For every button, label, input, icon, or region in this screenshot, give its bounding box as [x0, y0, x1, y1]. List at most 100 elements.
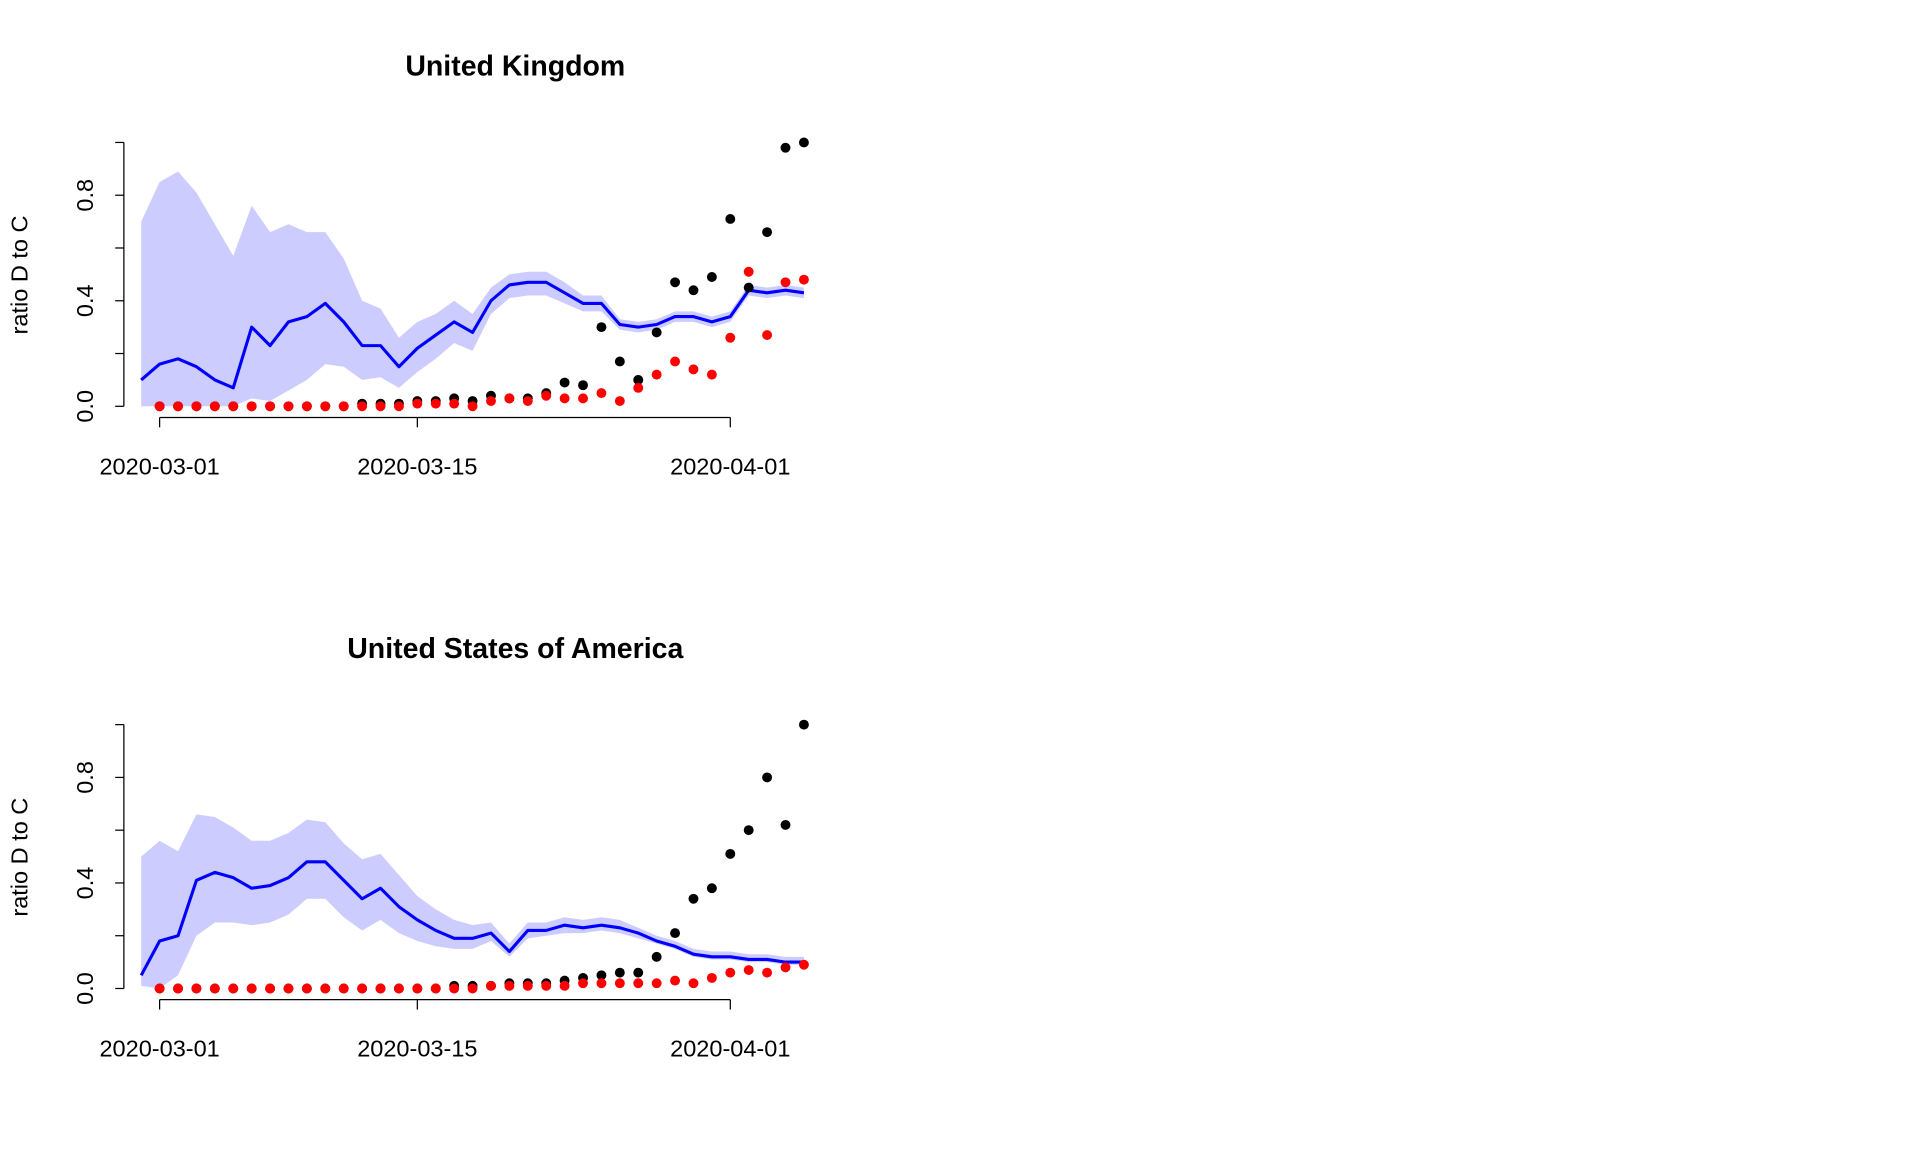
- data-point: [762, 227, 773, 238]
- data-point: [486, 396, 496, 406]
- x-tick-label: 2020-04-01: [670, 1036, 790, 1062]
- data-point: [633, 382, 644, 393]
- data-point: [301, 401, 312, 412]
- data-point: [633, 978, 644, 989]
- data-point: [633, 374, 644, 385]
- data-point: [762, 772, 773, 783]
- data-point: [651, 951, 662, 962]
- data-point: [301, 983, 312, 994]
- data-point: [154, 401, 165, 412]
- data-point: [780, 962, 791, 973]
- data-point: [430, 983, 441, 994]
- data-point: [670, 277, 681, 288]
- chart-title: United States of America: [347, 633, 684, 665]
- data-point: [706, 272, 717, 282]
- data-point: [670, 928, 681, 939]
- data-point: [320, 983, 331, 994]
- data-point: [725, 848, 736, 859]
- data-point: [504, 393, 515, 404]
- data-point: [780, 277, 791, 288]
- data-point: [173, 983, 183, 994]
- ratio-line: [140, 280, 805, 390]
- confidence-band: [141, 814, 804, 989]
- data-point: [798, 274, 809, 285]
- data-point: [670, 356, 681, 367]
- data-point: [706, 883, 717, 894]
- data-point: [338, 401, 349, 412]
- data-point: [449, 398, 460, 409]
- confidence-band: [141, 171, 804, 407]
- panel: United States of America ratio D to C 0.0 0…: [6, 633, 809, 1062]
- data-point: [725, 967, 736, 978]
- y-tick-label: 0.0: [72, 972, 98, 1005]
- data-point: [614, 356, 625, 367]
- data-point: [191, 401, 202, 412]
- data-point: [780, 142, 791, 153]
- data-point: [706, 972, 717, 983]
- data-point: [596, 322, 607, 333]
- data-point: [209, 401, 220, 412]
- data-point: [578, 978, 588, 989]
- x-tick-label: 2020-03-15: [357, 453, 477, 479]
- data-point: [504, 980, 515, 991]
- data-point: [688, 364, 699, 375]
- x-tick-label: 2020-03-15: [357, 1036, 477, 1062]
- y-tick-label: 0.4: [72, 284, 98, 317]
- y-tick-label: 0.8: [72, 179, 98, 212]
- data-point: [412, 398, 423, 409]
- data-point: [688, 893, 699, 904]
- panel: United Kingdom ratio D to C 0.0 0.4 0.8 2020-…: [6, 51, 809, 479]
- data-point: [596, 978, 607, 989]
- data-point: [559, 377, 570, 388]
- data-point: [651, 369, 662, 380]
- data-point: [265, 983, 276, 994]
- y-tick-label: 0.0: [72, 390, 98, 423]
- data-point: [375, 983, 386, 994]
- data-point: [743, 825, 754, 836]
- data-point: [228, 401, 239, 412]
- x-tick-label: 2020-04-01: [670, 453, 790, 479]
- data-point: [559, 980, 570, 991]
- data-point: [743, 282, 754, 293]
- chart-title: United Kingdom: [405, 51, 625, 83]
- data-point: [246, 401, 257, 412]
- data-point: [173, 401, 183, 412]
- data-point: [614, 967, 625, 978]
- y-axis-label: ratio D to C: [6, 798, 32, 917]
- y-tick-label: 0.4: [72, 867, 98, 900]
- data-point: [154, 983, 165, 994]
- data-point: [320, 401, 331, 412]
- data-point: [412, 983, 423, 994]
- data-point: [375, 401, 386, 412]
- data-point: [393, 983, 404, 994]
- data-point: [209, 983, 220, 994]
- data-point: [559, 393, 570, 404]
- data-point: [283, 983, 294, 994]
- data-point: [228, 983, 239, 994]
- data-point: [798, 959, 809, 970]
- data-point: [357, 401, 368, 412]
- data-point: [578, 393, 588, 404]
- data-point: [614, 978, 625, 989]
- data-point: [762, 330, 773, 341]
- data-point: [614, 396, 625, 406]
- data-point: [596, 970, 607, 981]
- data-point: [651, 978, 662, 989]
- data-point: [688, 285, 699, 296]
- data-point: [743, 965, 754, 975]
- data-point: [670, 975, 681, 986]
- data-point: [541, 390, 552, 401]
- data-point: [522, 980, 533, 991]
- data-point: [798, 719, 809, 730]
- data-point: [633, 967, 644, 978]
- data-point: [725, 332, 736, 343]
- data-point: [338, 983, 349, 994]
- ratio-line: [139, 860, 804, 977]
- data-point: [578, 380, 588, 391]
- data-point: [651, 327, 662, 338]
- data-point: [762, 967, 773, 978]
- y-tick-label: 0.8: [72, 761, 98, 794]
- y-axis-label: ratio D to C: [6, 216, 32, 335]
- data-point: [449, 983, 460, 994]
